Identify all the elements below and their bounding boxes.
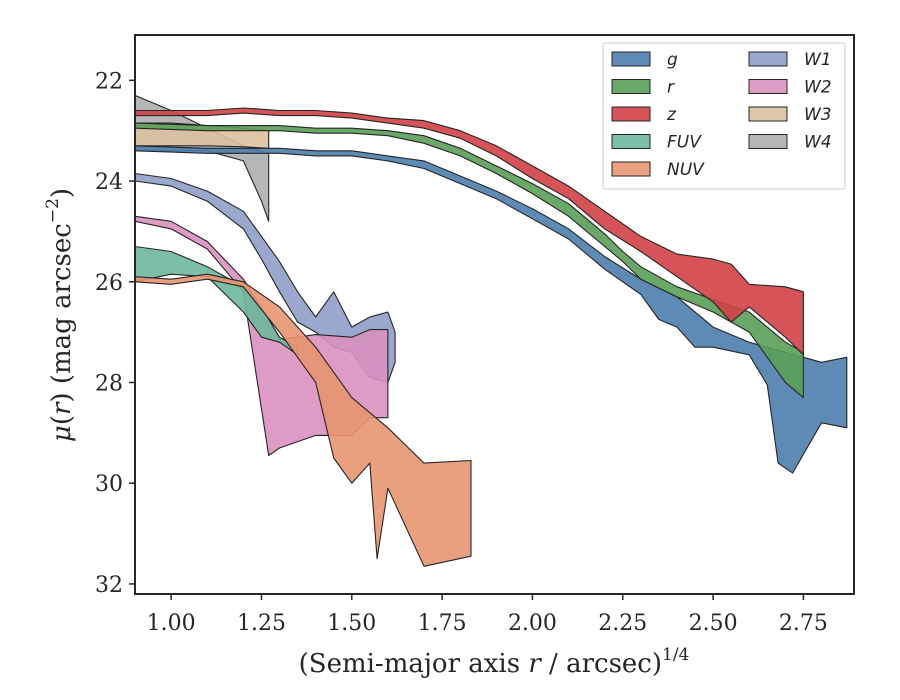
plot-frame <box>134 34 855 595</box>
x-tick-label: 1.25 <box>237 611 286 636</box>
band-g <box>135 145 848 474</box>
legend-label-w3: W3 <box>804 105 832 125</box>
legend: grz FUV NUV W1 W2 W3 W4 <box>602 42 846 190</box>
y-tick-label: 22 <box>95 69 123 94</box>
legend-swatch-z <box>611 106 651 122</box>
legend-swatch-w4 <box>748 134 788 149</box>
x-axis-label: (Semi-major axis r / arcsec)1/4 <box>299 645 690 679</box>
legend-swatch-r <box>611 79 651 94</box>
y-tick-label: 32 <box>95 573 123 598</box>
x-tick-label: 1.75 <box>418 611 467 636</box>
band-z <box>135 107 804 356</box>
y-axis-ticks: 22 24 26 28 30 32 <box>95 69 135 598</box>
x-tick-label: 1.50 <box>327 611 376 636</box>
legend-swatch-w3 <box>748 106 788 122</box>
y-tick-label: 28 <box>95 371 123 396</box>
band-nuv <box>135 273 472 567</box>
x-tick-label: 2.75 <box>779 611 828 636</box>
legend-swatch-w1 <box>748 51 788 67</box>
legend-label-w4: W4 <box>804 133 832 153</box>
legend-label-z: z <box>666 105 677 125</box>
legend-label-nuv: NUV <box>667 160 705 180</box>
band-w1 <box>135 172 396 384</box>
legend-swatch-nuv <box>611 161 651 177</box>
y-tick-label: 26 <box>95 271 123 296</box>
legend-swatch-fuv <box>611 134 651 149</box>
legend-label-w2: W2 <box>804 78 832 98</box>
y-axis-label: μ(r) (mag arcsec−2) <box>43 188 77 442</box>
x-tick-label: 2.25 <box>598 611 647 636</box>
legend-label-fuv: FUV <box>667 133 702 153</box>
legend-swatch-g <box>611 51 651 67</box>
legend-swatch-w2 <box>748 79 788 94</box>
x-tick-label: 2.50 <box>689 611 738 636</box>
x-axis-ticks: 1.00 1.25 1.50 1.75 2.00 2.25 2.50 2.75 <box>147 594 828 636</box>
legend-label-w1: W1 <box>804 50 832 70</box>
y-tick-label: 24 <box>95 170 123 195</box>
x-tick-label: 1.00 <box>147 611 196 636</box>
legend-label-g: g <box>667 50 678 70</box>
legend-label-r: r <box>667 78 675 98</box>
y-tick-label: 30 <box>95 472 123 497</box>
band-r <box>135 122 804 399</box>
series-bands <box>135 94 848 567</box>
x-tick-label: 2.00 <box>508 611 557 636</box>
